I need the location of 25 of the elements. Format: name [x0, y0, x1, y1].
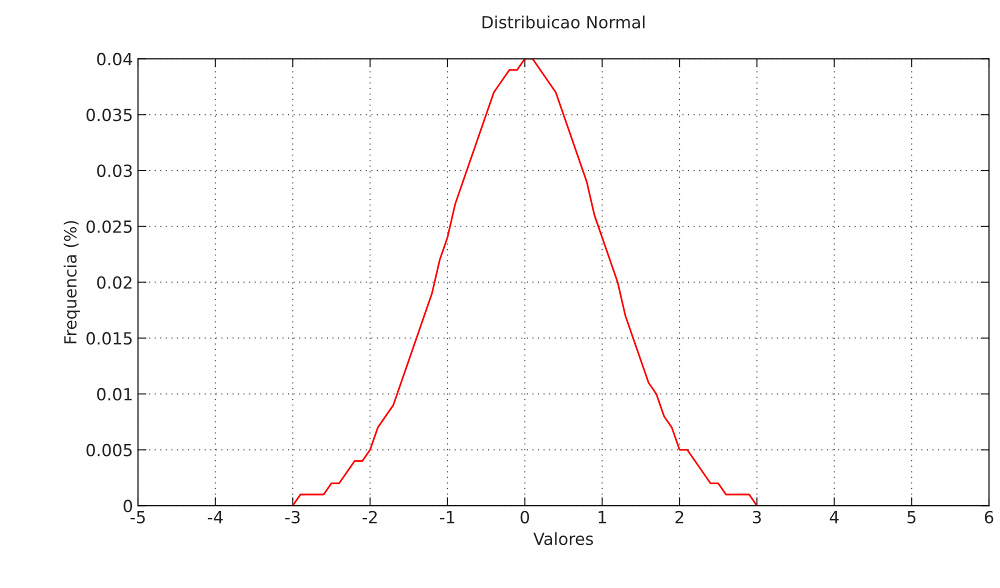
- y-tick-label: 0.035: [86, 108, 132, 122]
- y-tick-label: 0: [124, 500, 132, 512]
- x-tick-label: -5: [130, 511, 145, 524]
- y-tick-label: 0.005: [86, 444, 132, 456]
- x-tick-label: 2: [675, 510, 684, 524]
- line-series: [292, 58, 758, 506]
- x-tick-label: 6: [984, 510, 994, 524]
- y-tick-label: 0.025: [86, 220, 132, 233]
- x-tick-label: 4: [830, 511, 839, 524]
- x-tick-label: -4: [208, 511, 223, 524]
- y-tick-label: 0.03: [97, 164, 132, 178]
- y-tick-label: 0.04: [97, 52, 132, 66]
- y-axis-title: Frequencia (%): [64, 221, 80, 344]
- x-tick-label: 5: [908, 511, 916, 524]
- y-tick-label: 0.02: [97, 276, 132, 289]
- x-tick-label: 1: [598, 511, 606, 524]
- x-tick-label: -2: [362, 510, 377, 524]
- x-tick-label: -1: [440, 511, 454, 524]
- x-tick-label: 0: [520, 510, 530, 524]
- y-tick-label: 0.015: [86, 332, 132, 345]
- chart-title: Distribuicao Normal: [482, 16, 644, 28]
- x-tick-label: 3: [752, 510, 761, 524]
- y-tick-label: 0.01: [97, 388, 132, 401]
- x-axis-title: Valores: [533, 532, 593, 546]
- x-tick-label: -3: [285, 510, 300, 524]
